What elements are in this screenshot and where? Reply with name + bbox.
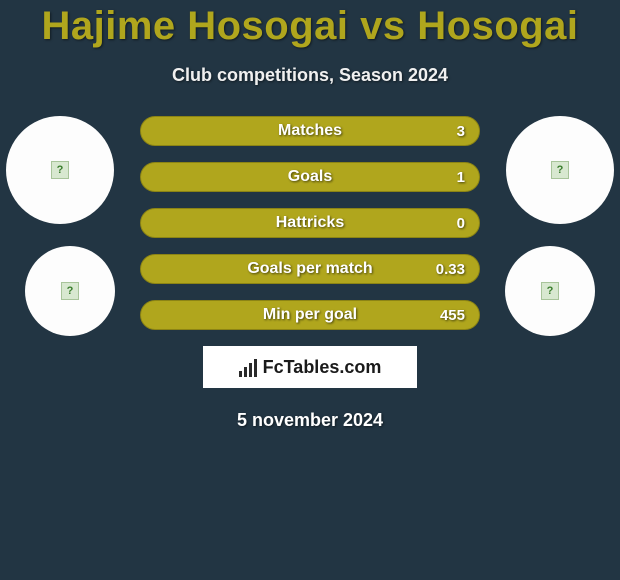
date-label: 5 november 2024	[0, 410, 620, 431]
avatar-club-right	[505, 246, 595, 336]
stat-row-hattricks: Hattricks 0	[140, 208, 480, 238]
broken-image-icon	[51, 161, 69, 179]
stat-label: Min per goal	[141, 306, 479, 324]
stat-row-goals: Goals 1	[140, 162, 480, 192]
stat-label: Hattricks	[141, 214, 479, 232]
stat-label: Goals	[141, 168, 479, 186]
avatar-player-right	[506, 116, 614, 224]
fctables-logo[interactable]: FcTables.com	[203, 346, 417, 388]
stat-value: 0.33	[436, 261, 465, 278]
comparison-panel: Matches 3 Goals 1 Hattricks 0 Goals per …	[0, 116, 620, 431]
broken-image-icon	[551, 161, 569, 179]
stat-value: 455	[440, 307, 465, 324]
bar-chart-icon	[239, 357, 257, 377]
broken-image-icon	[61, 282, 79, 300]
stat-value: 0	[457, 215, 465, 232]
broken-image-icon	[541, 282, 559, 300]
stat-label: Matches	[141, 122, 479, 140]
stats-list: Matches 3 Goals 1 Hattricks 0 Goals per …	[140, 116, 480, 330]
subtitle: Club competitions, Season 2024	[0, 65, 620, 86]
avatar-player-left	[6, 116, 114, 224]
stat-row-matches: Matches 3	[140, 116, 480, 146]
stat-value: 1	[457, 169, 465, 186]
stat-row-goals-per-match: Goals per match 0.33	[140, 254, 480, 284]
avatar-club-left	[25, 246, 115, 336]
stat-value: 3	[457, 123, 465, 140]
logo-text: FcTables.com	[263, 357, 382, 378]
stat-row-min-per-goal: Min per goal 455	[140, 300, 480, 330]
stat-label: Goals per match	[141, 260, 479, 278]
page-title: Hajime Hosogai vs Hosogai	[0, 0, 620, 49]
